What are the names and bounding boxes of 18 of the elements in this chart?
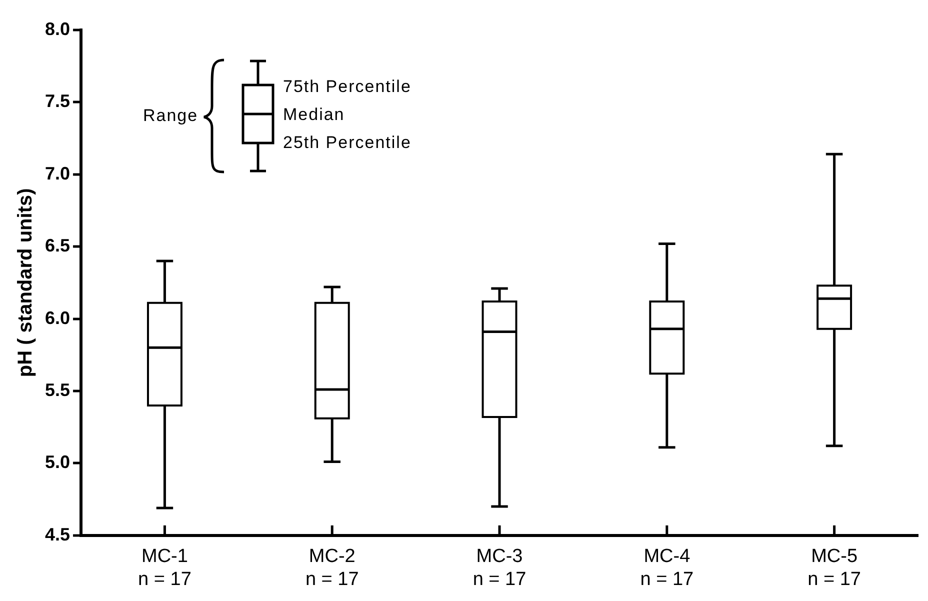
x-tick-label: MC-5 n = 17 bbox=[808, 546, 861, 590]
annotation: 75th Percentile bbox=[283, 77, 412, 97]
y-axis-title: pH ( standard units) bbox=[14, 188, 37, 378]
y-tick-label: 7.0 bbox=[44, 163, 70, 184]
y-tick-label: 5.5 bbox=[44, 380, 70, 400]
annotation: Range bbox=[143, 106, 198, 126]
y-tick-label: 6.5 bbox=[44, 236, 70, 256]
annotation: 25th Percentile bbox=[283, 133, 412, 153]
y-tick-label: 6.0 bbox=[44, 308, 70, 328]
x-tick-label: MC-2 n = 17 bbox=[305, 546, 359, 590]
annotation: Median bbox=[283, 105, 345, 125]
y-tick-label: 4.5 bbox=[44, 524, 70, 544]
x-tick-label: MC-4 n = 17 bbox=[640, 546, 694, 590]
y-tick-label: 7.5 bbox=[44, 91, 70, 112]
x-tick-label: MC-1 n = 17 bbox=[138, 546, 192, 590]
x-tick-label: MC-3 n = 17 bbox=[472, 546, 526, 590]
y-tick-label: 8.0 bbox=[44, 18, 70, 39]
y-tick-label: 5.0 bbox=[44, 452, 70, 472]
